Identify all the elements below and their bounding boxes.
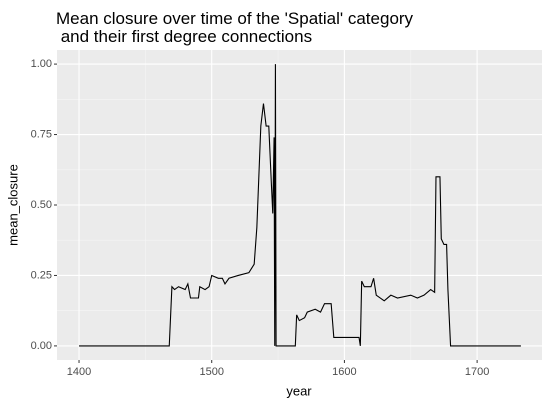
chart-title: Mean closure over time of the 'Spatial' … — [56, 9, 414, 28]
x-tick-label: 1600 — [332, 366, 356, 378]
line — [79, 64, 521, 347]
x-axis-title: year — [286, 383, 312, 398]
y-tick-label: 0.00 — [31, 340, 52, 352]
x-tick-label: 1700 — [465, 366, 489, 378]
chart-title: and their first degree connections — [56, 27, 312, 46]
y-tick-label: 0.75 — [31, 128, 52, 140]
y-axis-title: mean_closure — [5, 164, 20, 246]
x-tick-label: 1400 — [67, 366, 91, 378]
y-tick-label: 0.50 — [31, 199, 52, 211]
y-tick-label: 1.00 — [31, 58, 52, 70]
x-tick-label: 1500 — [199, 366, 223, 378]
y-tick-label: 0.25 — [31, 269, 52, 281]
